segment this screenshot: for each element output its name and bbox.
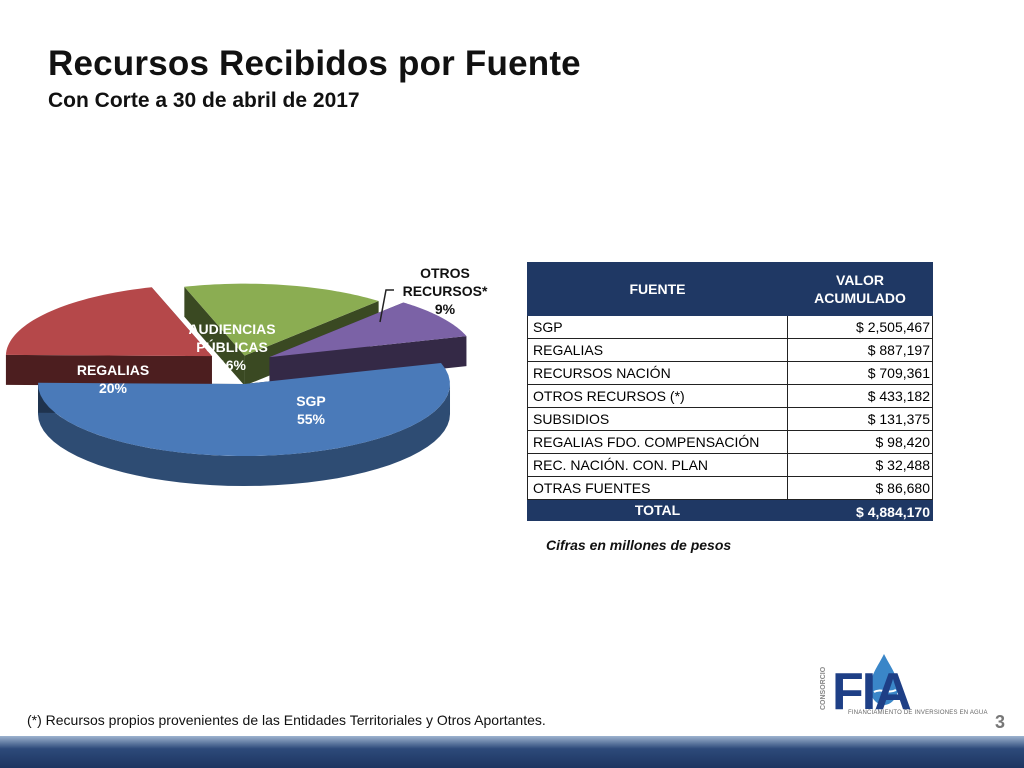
header-valor: VALOR ACUMULADO	[787, 262, 933, 316]
pie-label-regalias: REGALIAS 20%	[77, 362, 149, 396]
logo-word: FIA	[832, 663, 912, 721]
row-valor: $ 2,505,467	[787, 315, 933, 339]
row-fuente: REC. NACIÓN. CON. PLAN	[527, 453, 788, 477]
pie-slice-otros-recursos-	[269, 302, 467, 358]
table-row: SGP $ 2,505,467	[527, 315, 933, 339]
row-fuente: SUBSIDIOS	[527, 407, 788, 431]
pie-label-line: REGALIAS	[77, 362, 149, 378]
table-row: RECURSOS NACIÓN $ 709,361	[527, 361, 933, 385]
row-fuente: RECURSOS NACIÓN	[527, 361, 788, 385]
pie-label-otros-recursos-: OTROS RECURSOS* 9%	[403, 265, 488, 317]
pie-side-sgp	[38, 384, 451, 487]
sources-table: FUENTE VALOR ACUMULADO SGP $ 2,505,467 REG…	[527, 262, 933, 521]
row-valor: $ 86,680	[787, 476, 933, 500]
pie-slice-audiencias-p-blicas	[184, 283, 379, 356]
table-row: REC. NACIÓN. CON. PLAN $ 32,488	[527, 453, 933, 477]
total-value: $ 4,884,170	[787, 499, 933, 521]
row-valor: $ 32,488	[787, 453, 933, 477]
pie-label-line: 9%	[435, 301, 456, 317]
logo-side-text: CONSORCIO	[820, 666, 827, 710]
pie-label-line: PÚBLICAS	[196, 338, 268, 355]
pie-label-line: OTROS	[420, 265, 470, 281]
pie-label-line: 16%	[218, 357, 247, 373]
header-fuente: FUENTE	[527, 262, 788, 316]
table-row: REGALIAS FDO. COMPENSACIÓN $ 98,420	[527, 430, 933, 454]
row-valor: $ 709,361	[787, 361, 933, 385]
header-valor-line1: VALOR	[836, 272, 884, 288]
row-fuente: REGALIAS FDO. COMPENSACIÓN	[527, 430, 788, 454]
row-valor: $ 98,420	[787, 430, 933, 454]
row-fuente: OTRAS FUENTES	[527, 476, 788, 500]
water-drop-icon	[870, 654, 898, 705]
table-row: SUBSIDIOS $ 131,375	[527, 407, 933, 431]
row-fuente: OTROS RECURSOS (*)	[527, 384, 788, 408]
page-subtitle: Con Corte a 30 de abril de 2017	[48, 89, 360, 112]
pie-label-line: SGP	[296, 393, 326, 409]
pie-label-line: 20%	[99, 380, 128, 396]
pie-label-line: 55%	[297, 411, 326, 427]
pie-label-line: RECURSOS*	[403, 283, 488, 299]
pie-chart: SGP 55% REGALIAS 20% AUDIENCIAS PÚBLICAS 16% OT…	[5, 265, 488, 487]
table-row: OTRAS FUENTES $ 86,680	[527, 476, 933, 500]
page-number: 3	[995, 712, 1006, 732]
row-fuente: REGALIAS	[527, 338, 788, 362]
row-valor: $ 433,182	[787, 384, 933, 408]
fia-logo	[822, 650, 970, 722]
pie-label-sgp: SGP 55%	[296, 393, 326, 427]
footnote: (*) Recursos propios provenientes de las…	[27, 712, 546, 728]
leader-line-otros	[379, 289, 394, 323]
pie-cut-regalias-0	[5, 354, 212, 387]
pie-slice-sgp	[38, 362, 450, 457]
total-label: TOTAL	[527, 499, 788, 521]
pie-slice-regalias	[5, 287, 212, 357]
pie-label-audiencias-p-blicas: AUDIENCIAS PÚBLICAS 16%	[188, 321, 275, 373]
row-fuente: SGP	[527, 315, 788, 339]
bottom-bar	[0, 736, 1024, 768]
units-note: Cifras en millones de pesos	[546, 537, 732, 553]
logo-subtitle: FINANCIAMIENTO DE INVERSIONES EN AGUA	[848, 710, 988, 716]
table-row: OTROS RECURSOS (*) $ 433,182	[527, 384, 933, 408]
pie-label-line: AUDIENCIAS	[188, 321, 275, 337]
header-valor-line2: ACUMULADO	[814, 290, 906, 306]
row-valor: $ 131,375	[787, 407, 933, 431]
pie-cut-audiencias-p-blicas-0	[184, 286, 245, 386]
pie-cut-otros-recursos--1	[269, 336, 467, 388]
page-title: Recursos Recibidos por Fuente	[48, 44, 581, 83]
row-valor: $ 887,197	[787, 338, 933, 362]
table-row: REGALIAS $ 887,197	[527, 338, 933, 362]
